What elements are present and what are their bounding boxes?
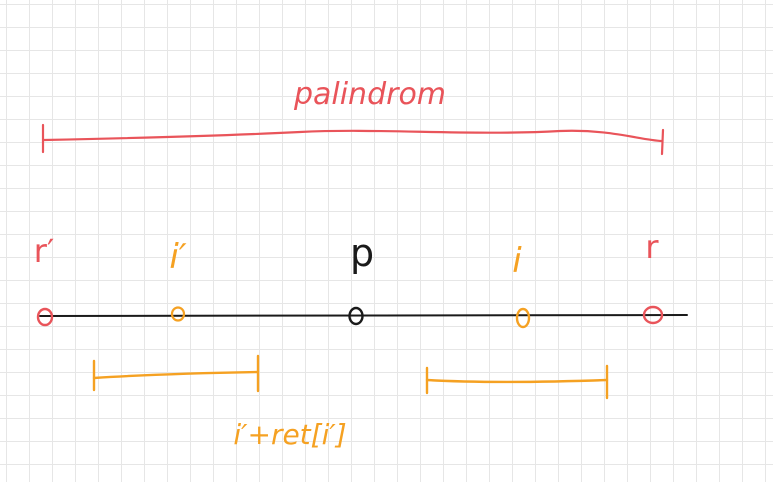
formula-label: i′+ret[i′] — [233, 418, 346, 451]
left-orange-span-line — [92, 370, 260, 380]
label-r-prime: r′ — [34, 232, 54, 270]
label-r: r — [645, 228, 659, 266]
label-i: i — [512, 241, 522, 281]
label-i-prime: i′ — [169, 237, 186, 277]
point-i — [515, 307, 531, 329]
point-r — [642, 305, 664, 325]
right-orange-span — [425, 364, 609, 400]
palindrome-label: palindrom — [293, 77, 446, 112]
palindrome-span-line — [42, 129, 664, 143]
palindrome-span — [41, 123, 665, 156]
point-r-prime — [36, 307, 54, 327]
left-orange-span — [92, 354, 260, 393]
label-p: p — [350, 231, 374, 275]
point-p — [348, 306, 364, 326]
palindrome-right-tick — [660, 128, 665, 156]
right-orange-span-line — [425, 378, 609, 384]
point-i-prime — [170, 306, 186, 322]
